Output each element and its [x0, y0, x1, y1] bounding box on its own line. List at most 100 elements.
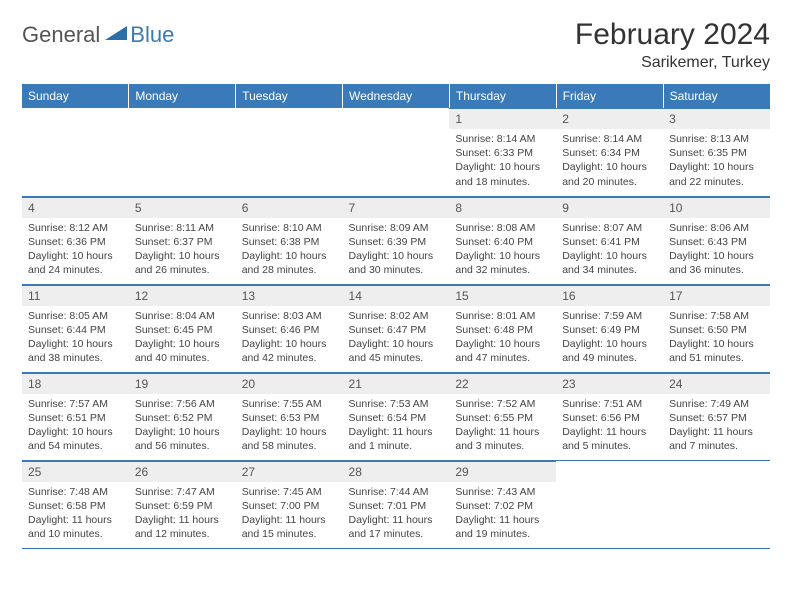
day-number: 2: [556, 108, 663, 129]
calendar-day-cell: 6Sunrise: 8:10 AM Sunset: 6:38 PM Daylig…: [236, 196, 343, 284]
calendar-week-row: 4Sunrise: 8:12 AM Sunset: 6:36 PM Daylig…: [22, 196, 770, 284]
day-details: Sunrise: 7:44 AM Sunset: 7:01 PM Dayligh…: [343, 482, 450, 546]
day-details: Sunrise: 7:51 AM Sunset: 6:56 PM Dayligh…: [556, 394, 663, 458]
day-number: 6: [236, 197, 343, 218]
calendar-day-cell: 4Sunrise: 8:12 AM Sunset: 6:36 PM Daylig…: [22, 196, 129, 284]
day-number: 9: [556, 197, 663, 218]
day-details: Sunrise: 8:08 AM Sunset: 6:40 PM Dayligh…: [449, 218, 556, 282]
calendar-day-cell: 22Sunrise: 7:52 AM Sunset: 6:55 PM Dayli…: [449, 372, 556, 460]
weekday-header: Monday: [129, 84, 236, 108]
day-details: Sunrise: 7:49 AM Sunset: 6:57 PM Dayligh…: [663, 394, 770, 458]
day-number: 28: [343, 461, 450, 482]
day-details: Sunrise: 8:07 AM Sunset: 6:41 PM Dayligh…: [556, 218, 663, 282]
day-details: Sunrise: 8:09 AM Sunset: 6:39 PM Dayligh…: [343, 218, 450, 282]
month-title: February 2024: [575, 18, 770, 52]
calendar-header-row: SundayMondayTuesdayWednesdayThursdayFrid…: [22, 84, 770, 108]
day-number: 17: [663, 285, 770, 306]
day-number: 21: [343, 373, 450, 394]
day-details: Sunrise: 8:04 AM Sunset: 6:45 PM Dayligh…: [129, 306, 236, 370]
calendar-day-cell: [22, 108, 129, 196]
weekday-header: Friday: [556, 84, 663, 108]
day-number: 7: [343, 197, 450, 218]
calendar-day-cell: 13Sunrise: 8:03 AM Sunset: 6:46 PM Dayli…: [236, 284, 343, 372]
day-number: 12: [129, 285, 236, 306]
calendar-week-row: 1Sunrise: 8:14 AM Sunset: 6:33 PM Daylig…: [22, 108, 770, 196]
calendar-body: 1Sunrise: 8:14 AM Sunset: 6:33 PM Daylig…: [22, 108, 770, 548]
day-number: 14: [343, 285, 450, 306]
day-number: 16: [556, 285, 663, 306]
day-number: 25: [22, 461, 129, 482]
calendar-day-cell: 8Sunrise: 8:08 AM Sunset: 6:40 PM Daylig…: [449, 196, 556, 284]
day-details: Sunrise: 8:05 AM Sunset: 6:44 PM Dayligh…: [22, 306, 129, 370]
calendar-day-cell: [129, 108, 236, 196]
weekday-header: Saturday: [663, 84, 770, 108]
calendar-day-cell: 12Sunrise: 8:04 AM Sunset: 6:45 PM Dayli…: [129, 284, 236, 372]
calendar-day-cell: 3Sunrise: 8:13 AM Sunset: 6:35 PM Daylig…: [663, 108, 770, 196]
day-number: 8: [449, 197, 556, 218]
day-details: Sunrise: 8:13 AM Sunset: 6:35 PM Dayligh…: [663, 129, 770, 193]
day-number: 23: [556, 373, 663, 394]
calendar-day-cell: 23Sunrise: 7:51 AM Sunset: 6:56 PM Dayli…: [556, 372, 663, 460]
day-number: 18: [22, 373, 129, 394]
calendar-day-cell: 7Sunrise: 8:09 AM Sunset: 6:39 PM Daylig…: [343, 196, 450, 284]
calendar-day-cell: 16Sunrise: 7:59 AM Sunset: 6:49 PM Dayli…: [556, 284, 663, 372]
calendar-day-cell: 10Sunrise: 8:06 AM Sunset: 6:43 PM Dayli…: [663, 196, 770, 284]
day-details: Sunrise: 8:03 AM Sunset: 6:46 PM Dayligh…: [236, 306, 343, 370]
title-block: February 2024 Sarikemer, Turkey: [575, 18, 770, 72]
calendar-day-cell: 17Sunrise: 7:58 AM Sunset: 6:50 PM Dayli…: [663, 284, 770, 372]
day-details: Sunrise: 7:48 AM Sunset: 6:58 PM Dayligh…: [22, 482, 129, 546]
day-number: 29: [449, 461, 556, 482]
calendar-day-cell: 25Sunrise: 7:48 AM Sunset: 6:58 PM Dayli…: [22, 460, 129, 548]
day-number: 19: [129, 373, 236, 394]
day-details: Sunrise: 7:56 AM Sunset: 6:52 PM Dayligh…: [129, 394, 236, 458]
calendar-table: SundayMondayTuesdayWednesdayThursdayFrid…: [22, 84, 770, 549]
day-number: 5: [129, 197, 236, 218]
day-details: Sunrise: 8:02 AM Sunset: 6:47 PM Dayligh…: [343, 306, 450, 370]
day-number: 1: [449, 108, 556, 129]
day-details: Sunrise: 8:14 AM Sunset: 6:33 PM Dayligh…: [449, 129, 556, 193]
calendar-day-cell: 14Sunrise: 8:02 AM Sunset: 6:47 PM Dayli…: [343, 284, 450, 372]
calendar-day-cell: [556, 460, 663, 548]
day-number: 3: [663, 108, 770, 129]
day-details: Sunrise: 7:47 AM Sunset: 6:59 PM Dayligh…: [129, 482, 236, 546]
day-number: 15: [449, 285, 556, 306]
calendar-day-cell: 28Sunrise: 7:44 AM Sunset: 7:01 PM Dayli…: [343, 460, 450, 548]
day-details: Sunrise: 8:12 AM Sunset: 6:36 PM Dayligh…: [22, 218, 129, 282]
calendar-day-cell: 18Sunrise: 7:57 AM Sunset: 6:51 PM Dayli…: [22, 372, 129, 460]
day-number: 24: [663, 373, 770, 394]
brand-text-2: Blue: [130, 22, 174, 48]
day-number: 13: [236, 285, 343, 306]
day-details: Sunrise: 7:45 AM Sunset: 7:00 PM Dayligh…: [236, 482, 343, 546]
day-details: Sunrise: 7:52 AM Sunset: 6:55 PM Dayligh…: [449, 394, 556, 458]
calendar-day-cell: 9Sunrise: 8:07 AM Sunset: 6:41 PM Daylig…: [556, 196, 663, 284]
day-number: 10: [663, 197, 770, 218]
day-details: Sunrise: 8:06 AM Sunset: 6:43 PM Dayligh…: [663, 218, 770, 282]
calendar-day-cell: 21Sunrise: 7:53 AM Sunset: 6:54 PM Dayli…: [343, 372, 450, 460]
day-details: Sunrise: 8:11 AM Sunset: 6:37 PM Dayligh…: [129, 218, 236, 282]
day-details: Sunrise: 7:43 AM Sunset: 7:02 PM Dayligh…: [449, 482, 556, 546]
calendar-day-cell: 19Sunrise: 7:56 AM Sunset: 6:52 PM Dayli…: [129, 372, 236, 460]
calendar-day-cell: 27Sunrise: 7:45 AM Sunset: 7:00 PM Dayli…: [236, 460, 343, 548]
day-number: 27: [236, 461, 343, 482]
calendar-day-cell: [236, 108, 343, 196]
location-label: Sarikemer, Turkey: [575, 54, 770, 72]
brand-text-1: General: [22, 22, 100, 48]
day-number: 22: [449, 373, 556, 394]
day-number: 4: [22, 197, 129, 218]
day-details: Sunrise: 7:55 AM Sunset: 6:53 PM Dayligh…: [236, 394, 343, 458]
day-number: 11: [22, 285, 129, 306]
day-details: Sunrise: 8:01 AM Sunset: 6:48 PM Dayligh…: [449, 306, 556, 370]
calendar-day-cell: 26Sunrise: 7:47 AM Sunset: 6:59 PM Dayli…: [129, 460, 236, 548]
weekday-header: Tuesday: [236, 84, 343, 108]
calendar-day-cell: 15Sunrise: 8:01 AM Sunset: 6:48 PM Dayli…: [449, 284, 556, 372]
calendar-day-cell: 2Sunrise: 8:14 AM Sunset: 6:34 PM Daylig…: [556, 108, 663, 196]
day-details: Sunrise: 8:10 AM Sunset: 6:38 PM Dayligh…: [236, 218, 343, 282]
day-details: Sunrise: 7:58 AM Sunset: 6:50 PM Dayligh…: [663, 306, 770, 370]
calendar-day-cell: [663, 460, 770, 548]
calendar-day-cell: 20Sunrise: 7:55 AM Sunset: 6:53 PM Dayli…: [236, 372, 343, 460]
calendar-week-row: 25Sunrise: 7:48 AM Sunset: 6:58 PM Dayli…: [22, 460, 770, 548]
calendar-week-row: 18Sunrise: 7:57 AM Sunset: 6:51 PM Dayli…: [22, 372, 770, 460]
calendar-day-cell: [343, 108, 450, 196]
calendar-day-cell: 11Sunrise: 8:05 AM Sunset: 6:44 PM Dayli…: [22, 284, 129, 372]
calendar-day-cell: 24Sunrise: 7:49 AM Sunset: 6:57 PM Dayli…: [663, 372, 770, 460]
